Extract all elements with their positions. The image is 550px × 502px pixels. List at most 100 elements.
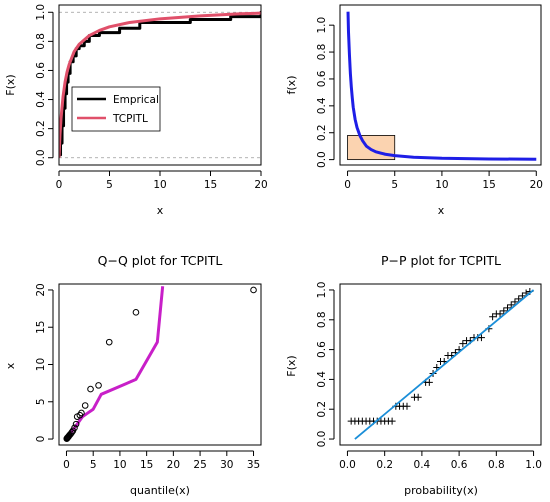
pp-x-tick-label: 0.8 bbox=[488, 459, 505, 471]
pp-x-tick-label: 1.0 bbox=[525, 459, 542, 471]
cdf-legend: Emprical TCPITL bbox=[71, 86, 161, 132]
pdf-series-line-0 bbox=[346, 11, 537, 161]
panel-cdf: 0 5 10 15 20 0.0 0.2 0.4 0.6 0.8 1.0 x F(x) Empri… bbox=[4, 4, 268, 217]
pdf-frame bbox=[339, 4, 542, 166]
pdf-x-tick-label: 0 bbox=[344, 179, 351, 191]
qq-y-tick-label: 20 bbox=[35, 283, 47, 296]
cdf-x-tick-label: 10 bbox=[153, 179, 166, 191]
cdf-y-tick-label: 0.4 bbox=[35, 91, 47, 108]
qq-y-tick-label: 5 bbox=[35, 398, 47, 405]
qq-y-tick-label: 10 bbox=[35, 358, 47, 371]
cdf-x-label: x bbox=[157, 204, 164, 217]
qq-x-tick-label: 20 bbox=[167, 459, 180, 471]
qq-point bbox=[95, 382, 102, 389]
cdf-frame bbox=[58, 4, 262, 166]
pp-x-tick-label: 0.4 bbox=[414, 459, 431, 471]
pp-point bbox=[477, 334, 485, 342]
pdf-y-tick-label: 0.8 bbox=[316, 44, 328, 61]
panel-pp: P−P plot for TCPITL 0.0 0.2 0.4 0.6 0.8 1.0 0… bbox=[285, 253, 542, 497]
pp-title: P−P plot for TCPITL bbox=[381, 253, 501, 268]
qq-point bbox=[87, 385, 94, 393]
qq-point bbox=[81, 402, 89, 409]
qq-point bbox=[132, 309, 140, 316]
cdf-y-tick-label: 0.2 bbox=[35, 120, 47, 137]
pdf-x-tick-label: 15 bbox=[482, 179, 495, 191]
pp-y-tick-label: 0.6 bbox=[316, 341, 328, 358]
pp-point bbox=[489, 313, 497, 321]
pp-x-tick-label: 0.2 bbox=[376, 459, 393, 471]
qq-point bbox=[105, 338, 113, 346]
qq-x-tick-label: 30 bbox=[220, 459, 233, 471]
qq-y-tick-label: 15 bbox=[35, 321, 47, 334]
pdf-y-tick-label: 0.0 bbox=[316, 151, 328, 168]
cdf-y-tick-label: 1.0 bbox=[35, 4, 47, 21]
pp-point bbox=[496, 310, 504, 318]
pdf-plot bbox=[346, 11, 537, 161]
pp-point bbox=[500, 307, 508, 315]
pdf-y-axis: 0.0 0.2 0.4 0.6 0.8 1.0 bbox=[316, 17, 335, 168]
qq-point bbox=[250, 286, 257, 294]
pp-point bbox=[459, 340, 467, 348]
pp-y-tick-label: 0.4 bbox=[316, 371, 328, 388]
cdf-legend-label-emprical: Emprical bbox=[113, 94, 159, 106]
qq-x-tick-label: 15 bbox=[140, 459, 153, 471]
pdf-x-tick-label: 10 bbox=[435, 179, 448, 191]
pp-series-line-0 bbox=[354, 289, 535, 440]
pp-y-axis: 0.0 0.2 0.4 0.6 0.8 1.0 bbox=[316, 282, 335, 448]
qq-x-label: quantile(x) bbox=[130, 484, 190, 497]
pp-y-tick-label: 1.0 bbox=[316, 282, 328, 299]
qq-frame bbox=[58, 283, 262, 446]
cdf-series-line-1 bbox=[59, 11, 261, 158]
panel-qq: Q−Q plot for TCPITL 0 5 10 15 20 25 30 35 0 5 10 1… bbox=[4, 253, 262, 497]
pdf-x-tick-label: 5 bbox=[391, 179, 398, 191]
qq-x-tick-label: 5 bbox=[90, 459, 97, 471]
qq-x-tick-label: 0 bbox=[63, 459, 70, 471]
cdf-y-tick-label: 0.6 bbox=[35, 62, 47, 79]
pdf-y-tick-label: 0.4 bbox=[316, 97, 328, 114]
pp-point bbox=[388, 417, 396, 425]
pp-x-label: probability(x) bbox=[404, 484, 478, 497]
qq-y-label: x bbox=[4, 362, 17, 369]
cdf-legend-box bbox=[71, 86, 161, 132]
cdf-x-tick-label: 15 bbox=[204, 179, 217, 191]
pp-point bbox=[507, 301, 515, 309]
pp-y-tick-label: 0.0 bbox=[316, 431, 328, 448]
cdf-y-label: F(x) bbox=[4, 74, 17, 95]
pdf-y-tick-label: 1.0 bbox=[316, 17, 328, 34]
cdf-y-tick-label: 0.0 bbox=[35, 149, 47, 166]
qq-point bbox=[71, 424, 78, 432]
pp-point bbox=[504, 304, 511, 312]
cdf-y-axis: 0.0 0.2 0.4 0.6 0.8 1.0 bbox=[35, 4, 54, 166]
pp-x-tick-label: 0.6 bbox=[451, 459, 468, 471]
qq-plot bbox=[63, 286, 257, 442]
pdf-x-tick-label: 20 bbox=[530, 179, 543, 191]
qq-title: Q−Q plot for TCPITL bbox=[98, 253, 223, 268]
pdf-y-tick-label: 0.2 bbox=[316, 124, 328, 141]
pp-y-tick-label: 0.2 bbox=[316, 401, 328, 418]
cdf-x-tick-label: 5 bbox=[106, 179, 113, 191]
pp-point bbox=[425, 378, 433, 386]
pp-x-axis: 0.0 0.2 0.4 0.6 0.8 1.0 bbox=[339, 450, 542, 471]
pp-point bbox=[414, 393, 422, 401]
pp-y-label: F(x) bbox=[285, 355, 298, 376]
qq-point bbox=[78, 409, 85, 417]
pdf-x-label: x bbox=[438, 204, 445, 217]
qq-x-tick-label: 10 bbox=[113, 459, 126, 471]
cdf-x-axis: 0 5 10 15 20 bbox=[56, 170, 268, 191]
pdf-y-tick-label: 0.6 bbox=[316, 70, 328, 87]
pp-point bbox=[403, 402, 411, 410]
pdf-x-axis: 0 5 10 15 20 bbox=[344, 170, 543, 191]
pp-point bbox=[511, 298, 519, 306]
pp-y-tick-label: 0.8 bbox=[316, 311, 328, 328]
cdf-y-tick-label: 0.8 bbox=[35, 33, 47, 50]
qq-x-axis: 0 5 10 15 20 25 30 35 bbox=[63, 450, 260, 471]
panel-pdf: 0 5 10 15 20 0.0 0.2 0.4 0.6 0.8 1.0 x f(x) bbox=[285, 4, 543, 217]
pp-plot bbox=[347, 287, 535, 440]
pp-frame bbox=[339, 283, 542, 446]
qq-point bbox=[72, 420, 80, 428]
cdf-x-tick-label: 20 bbox=[254, 179, 267, 191]
qq-x-tick-label: 35 bbox=[247, 459, 260, 471]
cdf-x-tick-label: 0 bbox=[56, 179, 63, 191]
qq-x-tick-label: 25 bbox=[193, 459, 206, 471]
